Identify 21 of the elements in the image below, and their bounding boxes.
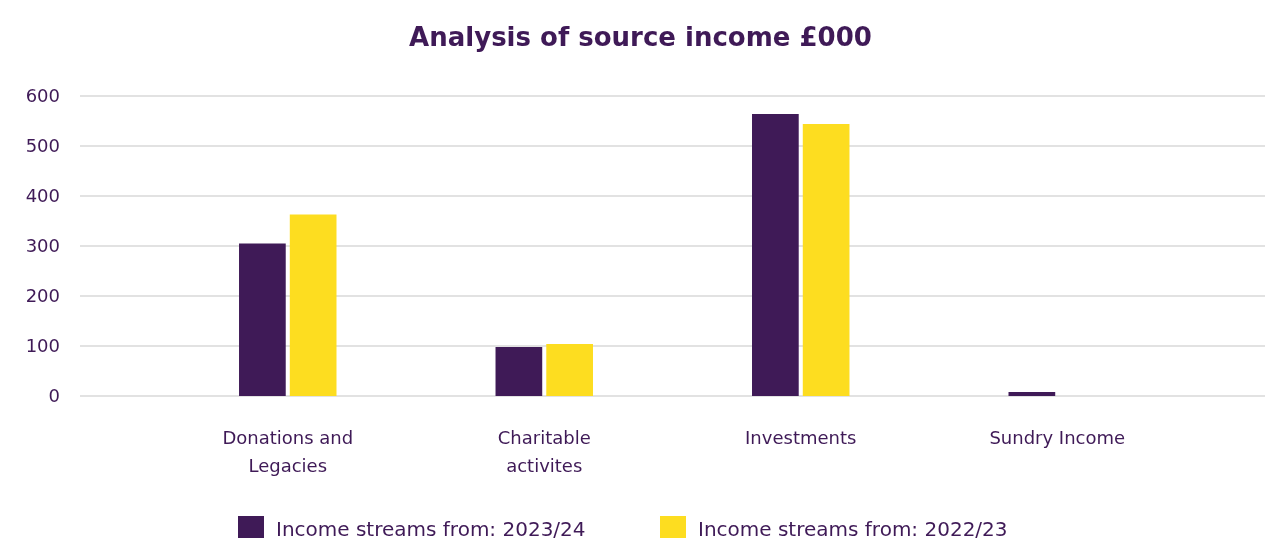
x-tick-label: Donations and Legacies [222, 427, 354, 476]
bar [546, 344, 593, 396]
bar [289, 214, 337, 396]
x-tick-label: Charitable activites [497, 427, 591, 476]
bar [1008, 392, 1056, 396]
chart-title: Analysis of source income £000 [409, 22, 872, 52]
bar [495, 347, 543, 396]
x-tick-label: Sundry Income [989, 427, 1126, 448]
y-tick-label: 200 [25, 285, 60, 307]
x-tick-label: Investments [745, 427, 857, 448]
legend-label: Income streams from: 2022/23 [698, 517, 1008, 541]
bar [802, 124, 850, 396]
bar [239, 243, 286, 396]
y-tick-label: 0 [48, 385, 60, 407]
y-tick-label: 300 [25, 235, 60, 257]
y-tick-label: 400 [25, 185, 60, 207]
bar [752, 114, 799, 396]
y-tick-label: 500 [25, 135, 60, 157]
y-tick-label: 100 [25, 335, 60, 357]
legend-label: Income streams from: 2023/24 [276, 517, 586, 541]
y-tick-label: 600 [25, 85, 60, 107]
